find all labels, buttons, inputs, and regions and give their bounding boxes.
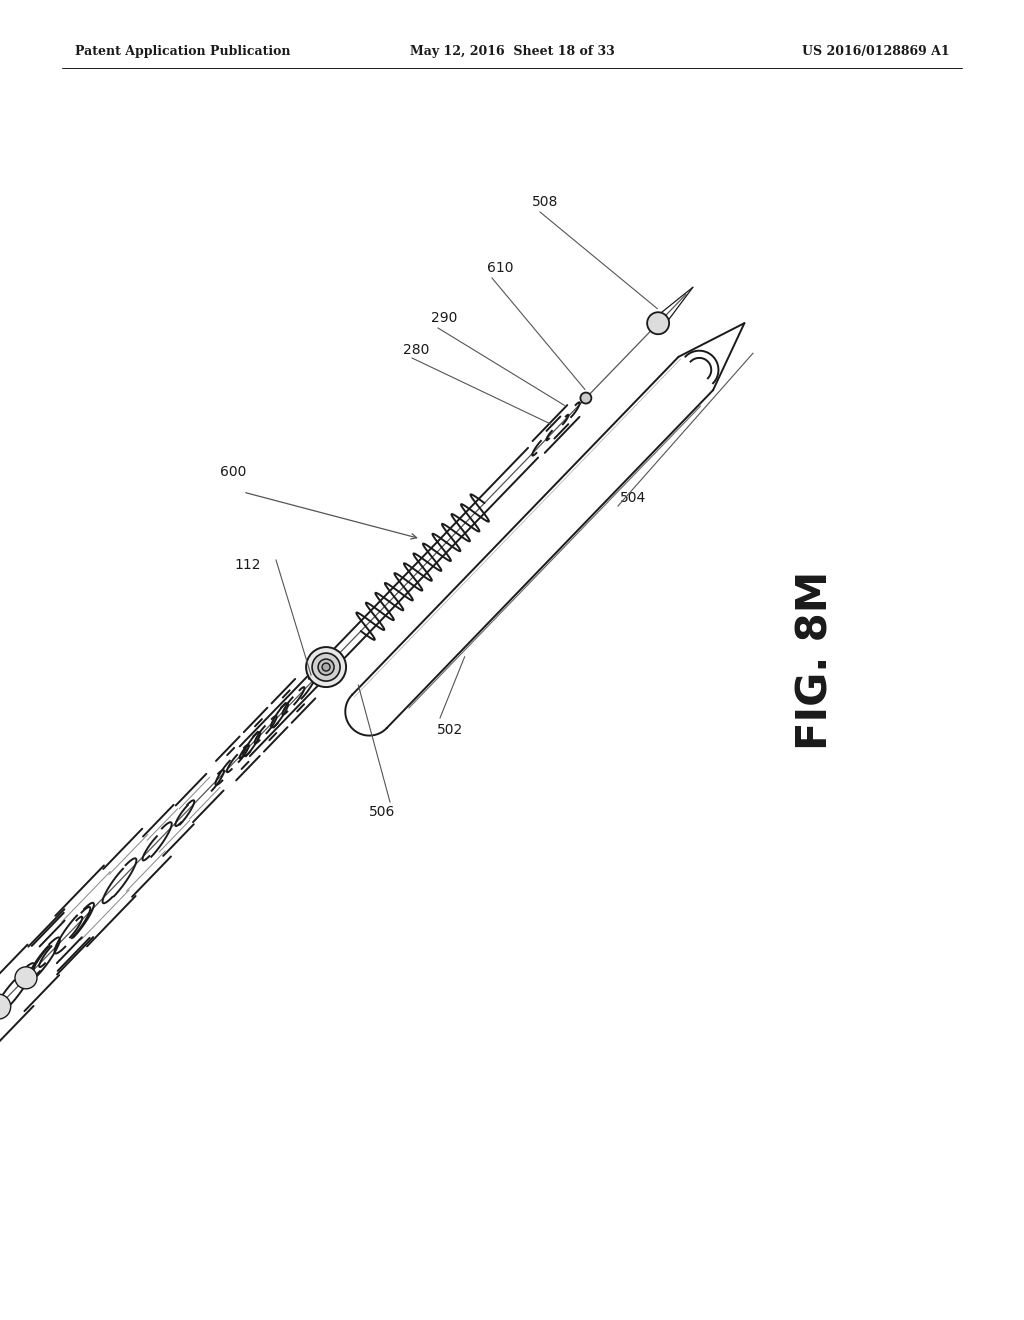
Text: 610: 610: [486, 261, 513, 275]
Text: 504: 504: [620, 491, 646, 506]
Circle shape: [318, 659, 334, 675]
Text: US 2016/0128869 A1: US 2016/0128869 A1: [803, 45, 950, 58]
Text: FIG. 8M: FIG. 8M: [795, 570, 837, 750]
Text: May 12, 2016  Sheet 18 of 33: May 12, 2016 Sheet 18 of 33: [410, 45, 614, 58]
Text: 290: 290: [431, 312, 457, 325]
Circle shape: [323, 663, 330, 671]
Circle shape: [15, 966, 37, 989]
Circle shape: [0, 994, 10, 1019]
Circle shape: [312, 653, 340, 681]
Text: 502: 502: [437, 723, 463, 737]
Circle shape: [581, 392, 592, 404]
Text: 112: 112: [234, 558, 261, 572]
Text: Patent Application Publication: Patent Application Publication: [75, 45, 291, 58]
Text: 280: 280: [402, 343, 429, 356]
Text: 600: 600: [220, 465, 246, 479]
Circle shape: [647, 313, 669, 334]
Text: 508: 508: [531, 195, 558, 209]
Circle shape: [306, 647, 346, 688]
Text: 506: 506: [369, 805, 395, 818]
